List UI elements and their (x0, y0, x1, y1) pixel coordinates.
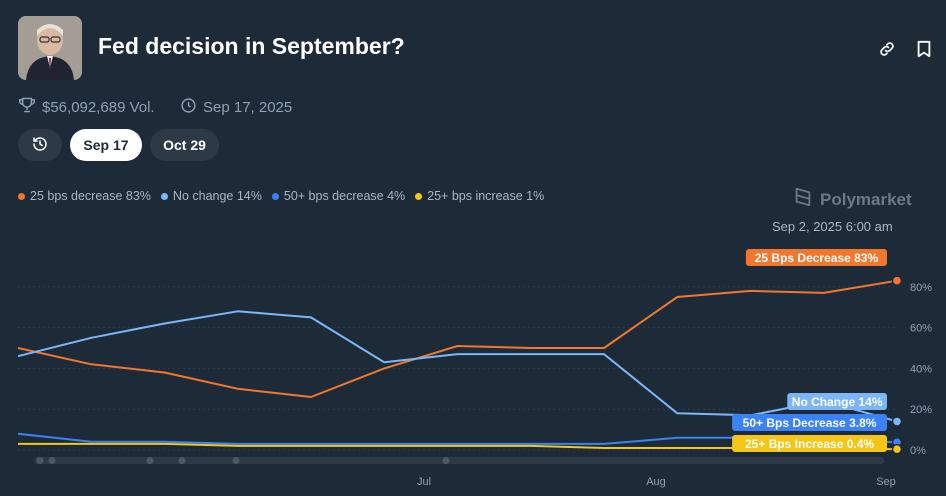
x-tick-label: Aug (646, 476, 666, 488)
legend-item-25-bps-decrease: 25 bps decrease 83% (18, 189, 151, 203)
scrubber-marker (146, 457, 154, 464)
series-end-labels: 25 Bps Decrease 83% No Change 14% 50+ Bps … (732, 249, 887, 452)
end-label-badge (732, 435, 887, 452)
date-meta: Sep 17, 2025 (180, 97, 292, 118)
history-icon (31, 135, 49, 156)
volume-meta: $56,092,689 Vol. (18, 97, 155, 117)
bookmark-icon[interactable] (913, 38, 935, 60)
chart-endpoints (891, 275, 903, 455)
tab-sep-17[interactable]: Sep 17 (70, 129, 142, 161)
polymarket-logo: Polymarket (792, 186, 912, 213)
scrubber-marker (442, 457, 450, 464)
legend-dot (18, 192, 25, 200)
x-tick-label: Sep (876, 476, 896, 488)
volume-text: $56,092,689 Vol. (42, 98, 155, 116)
legend-item-no-change: No change 14% (160, 189, 262, 203)
y-tick-label: 80% (910, 282, 932, 294)
fed-chair-avatar (18, 16, 82, 80)
legend-label: No change 14% (172, 189, 262, 203)
hover-timestamp: Sep 2, 2025 6:00 am (772, 219, 893, 234)
end-label-text: 25 Bps Decrease 83% (755, 251, 879, 265)
legend-dot (271, 192, 279, 200)
end-label-text: 25+ Bps Increase 0.4% (745, 437, 874, 451)
clock-icon (180, 97, 197, 118)
polymarket-icon (792, 186, 814, 213)
series-end-label: No Change 14% (787, 393, 887, 410)
legend-item-50-bps-decrease: 50+ bps decrease 4% (271, 189, 406, 203)
link-icon[interactable] (876, 38, 898, 60)
scrubber-marker (36, 457, 44, 464)
end-label-badge (787, 393, 887, 410)
scrubber-track (34, 457, 884, 464)
timeline-scrubber (34, 457, 884, 464)
end-label-badge (732, 414, 887, 431)
x-axis: Jul Aug Sep (417, 476, 896, 488)
y-tick-label: 20% (910, 404, 932, 416)
series-endpoint (891, 416, 903, 427)
series-end-label: 25+ Bps Increase 0.4% (732, 435, 887, 452)
series-line (17, 279, 898, 398)
trophy-icon (18, 97, 36, 117)
legend-dot (160, 192, 168, 200)
chart-grid (18, 286, 897, 451)
end-date-text: Sep 17, 2025 (203, 99, 293, 116)
y-axis: 80% 60% 40% 20% 0% (910, 282, 932, 457)
scrubber-marker (178, 457, 186, 464)
legend-label: 50+ bps decrease 4% (283, 189, 406, 203)
legend-item-25-bps-increase: 25+ bps increase 1% (415, 189, 544, 203)
series-end-label: 50+ Bps Decrease 3.8% (732, 414, 887, 431)
tab-oct-29[interactable]: Oct 29 (150, 129, 219, 161)
legend-dot (415, 192, 423, 200)
page-title: Fed decision in September? (98, 33, 405, 59)
end-label-text: 50+ Bps Decrease 3.8% (743, 416, 877, 430)
x-tick-label: Jul (417, 476, 431, 488)
legend-label: 25+ bps increase 1% (427, 189, 545, 203)
y-tick-label: 60% (910, 323, 932, 335)
brand-name: Polymarket (820, 189, 912, 209)
end-label-badge (745, 249, 887, 266)
series-endpoint (891, 443, 903, 455)
scrubber-marker (48, 457, 56, 464)
chart-legend: 25 bps decrease 83% No change 14% 50+ bp… (18, 189, 544, 203)
legend-label: 25 bps decrease 83% (30, 189, 151, 203)
end-label-text: No Change 14% (792, 395, 883, 409)
series-end-label: 25 Bps Decrease 83% (745, 249, 887, 266)
y-tick-label: 0% (910, 445, 926, 457)
y-tick-label: 40% (910, 363, 932, 375)
history-button[interactable] (18, 129, 62, 161)
probability-chart[interactable]: 80% 60% 40% 20% 0% Jul Aug Sep 25 Bps Decrease… (0, 236, 946, 496)
series-endpoint (891, 275, 903, 286)
scrubber-marker (232, 457, 240, 464)
